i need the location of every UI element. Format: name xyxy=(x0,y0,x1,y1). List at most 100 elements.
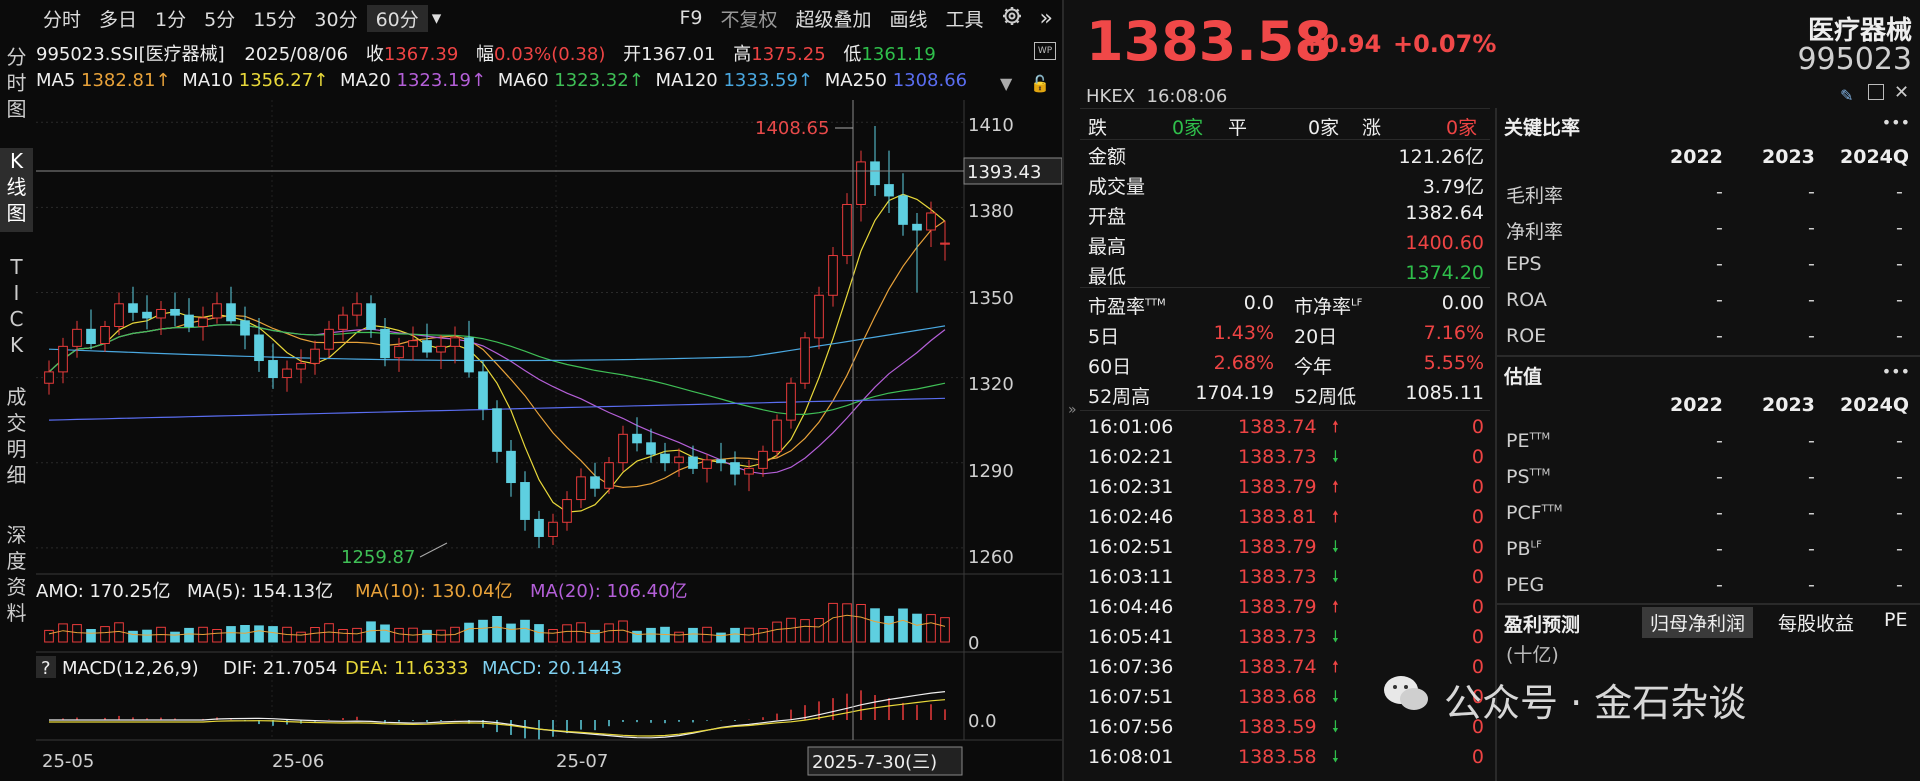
tick-price: 1383.73 xyxy=(1238,626,1317,648)
ratio-label-text: 52周高 xyxy=(1088,386,1151,408)
valuation-year-2024q: 2024Q xyxy=(1840,394,1910,416)
ma-collapse-icon[interactable]: ▼ xyxy=(1000,74,1013,93)
overlay-button[interactable]: 超级叠加 xyxy=(795,8,872,31)
ratio-label-sup: LF xyxy=(1351,297,1363,309)
volume-bar xyxy=(422,629,432,643)
up-label: 涨 xyxy=(1362,117,1382,139)
key_ratios-row-label: ROA xyxy=(1506,289,1547,311)
valuation-more-icon[interactable]: ••• xyxy=(1881,362,1910,381)
volume-bar xyxy=(548,629,558,643)
side-tab-kline[interactable]: K 线 图 xyxy=(0,148,33,232)
forecast-tab-netprofit[interactable]: 归母净利润 xyxy=(1642,607,1754,638)
valuation-value: - xyxy=(1896,466,1903,488)
volume-bar xyxy=(338,629,348,643)
kline-chart[interactable]: 1410 1380 1350 1320 1290 1260 1393.43 14… xyxy=(0,100,1062,781)
ma5-value: 1382.81↑ xyxy=(81,70,171,91)
tick-time: 16:02:51 xyxy=(1088,536,1174,558)
draw-button[interactable]: 画线 xyxy=(889,8,928,31)
close-label: 收 xyxy=(365,44,384,65)
candle-body xyxy=(72,328,82,347)
period-tab-15min[interactable]: 15分 xyxy=(253,8,297,31)
period-tab-1min[interactable]: 1分 xyxy=(155,8,187,31)
ratio-label-sup: TTM xyxy=(1145,297,1166,309)
chart-toolbar: 分时 多日 1分 5分 15分 30分 60分 ▾ F9 不复权 超级叠加 画线… xyxy=(0,0,1062,36)
macd-label: MACD(12,26,9) xyxy=(62,658,199,679)
chart-info-row: 995023.SSI[医疗器械] 2025/08/06 收1367.39 幅0.… xyxy=(36,40,936,66)
side-tab-trades[interactable]: 成 交 明 细 xyxy=(6,385,27,487)
volume-bar xyxy=(912,613,922,643)
candle-body xyxy=(226,303,236,322)
candle-body xyxy=(548,521,558,537)
lock-icon[interactable]: 🔓 xyxy=(1030,74,1050,93)
period-tab-5min[interactable]: 5分 xyxy=(204,8,236,31)
export-icon[interactable]: WP xyxy=(1034,42,1056,60)
tools-button[interactable]: 工具 xyxy=(945,8,984,31)
period-tab-60min[interactable]: 60分 xyxy=(366,4,428,32)
ratio-value: 7.16% xyxy=(1423,322,1484,344)
ratio-value: 0.0 xyxy=(1243,292,1274,314)
volume-bar xyxy=(674,631,684,643)
volume-bar xyxy=(436,629,446,643)
arrow-down-icon: 🠗 xyxy=(1332,717,1339,736)
key-ratios-more-icon[interactable]: ••• xyxy=(1881,113,1910,132)
window-restore-icon[interactable] xyxy=(1868,84,1884,100)
volume-ma-line xyxy=(48,614,946,637)
period-tab-30min[interactable]: 30分 xyxy=(314,8,358,31)
double-chevron-right-icon[interactable]: » xyxy=(1039,5,1053,31)
valuation-value: - xyxy=(1716,502,1723,524)
candle-body xyxy=(898,195,908,225)
candle-body xyxy=(296,362,306,370)
period-tab-fenshi[interactable]: 分时 xyxy=(43,8,82,31)
ratio-value: 1704.19 xyxy=(1195,382,1274,404)
macd-help-icon[interactable] xyxy=(36,656,56,678)
volume-bar xyxy=(506,623,516,643)
close-icon[interactable]: ✕ xyxy=(1894,82,1910,103)
volume-bar xyxy=(842,603,852,643)
gear-icon[interactable] xyxy=(993,6,1031,31)
candle-body xyxy=(856,161,866,205)
ratio-value: 1085.11 xyxy=(1405,382,1484,404)
arrow-down-icon: 🠗 xyxy=(1332,747,1339,766)
security-code-right: 995023 xyxy=(1797,42,1912,77)
valuation-row-sup: TTM xyxy=(1529,431,1551,443)
market-time: HKEX 16:08:06 xyxy=(1086,86,1228,107)
ratio-label: 5日 xyxy=(1088,322,1119,349)
security-code: 995023.SSI[医疗器械] xyxy=(36,44,225,65)
watermark-text: 公众号 · 金石杂谈 xyxy=(1444,681,1747,725)
side-tab-timeshare[interactable]: 分 时 图 xyxy=(6,45,27,121)
valuation-row-sup: LF xyxy=(1530,539,1542,551)
edit-icon[interactable]: ✎ xyxy=(1840,86,1854,105)
volume-bar xyxy=(590,629,600,643)
candle-body xyxy=(632,433,642,444)
side-tab-tick[interactable]: T I C K xyxy=(9,255,24,357)
valuation-row-label: PSTTM xyxy=(1506,466,1550,488)
key_ratios-value: - xyxy=(1808,253,1815,275)
volume-bar xyxy=(562,624,572,643)
crosshair-date-box xyxy=(807,746,963,776)
arrow-down-icon: 🠗 xyxy=(1332,447,1339,466)
collapse-handle-icon[interactable]: » xyxy=(1068,402,1077,418)
key_ratios-value: - xyxy=(1896,253,1903,275)
panel-divider[interactable] xyxy=(1062,0,1064,781)
candle-body xyxy=(394,345,404,359)
key_ratios-value: - xyxy=(1808,325,1815,347)
tick-time: 16:03:11 xyxy=(1088,566,1174,588)
ma120-value: 1333.59↑ xyxy=(723,70,814,91)
wechat-icon xyxy=(1382,672,1430,716)
forecast-tab-eps[interactable]: 每股收益 xyxy=(1778,613,1855,635)
period-dropdown-caret[interactable]: ▾ xyxy=(431,7,442,29)
quote-panel xyxy=(1064,0,1920,781)
candle-body xyxy=(156,308,166,319)
f9-button[interactable]: F9 xyxy=(679,7,703,29)
key_ratios-value: - xyxy=(1716,217,1723,239)
valuation-value: - xyxy=(1716,538,1723,560)
field-value: 1400.60 xyxy=(1405,232,1484,254)
forecast-tab-pe[interactable]: PE xyxy=(1884,609,1908,631)
arrow-up-icon: 🠕 xyxy=(1332,657,1339,676)
macd-dif-line xyxy=(49,691,946,739)
side-tab-profile[interactable]: 深 度 资 料 xyxy=(6,523,27,625)
key_ratios-row-label-text: ROA xyxy=(1506,289,1547,311)
adjust-button[interactable]: 不复权 xyxy=(720,8,778,31)
period-tab-multiday[interactable]: 多日 xyxy=(99,8,138,31)
last-price: 1383.58 xyxy=(1086,10,1332,73)
